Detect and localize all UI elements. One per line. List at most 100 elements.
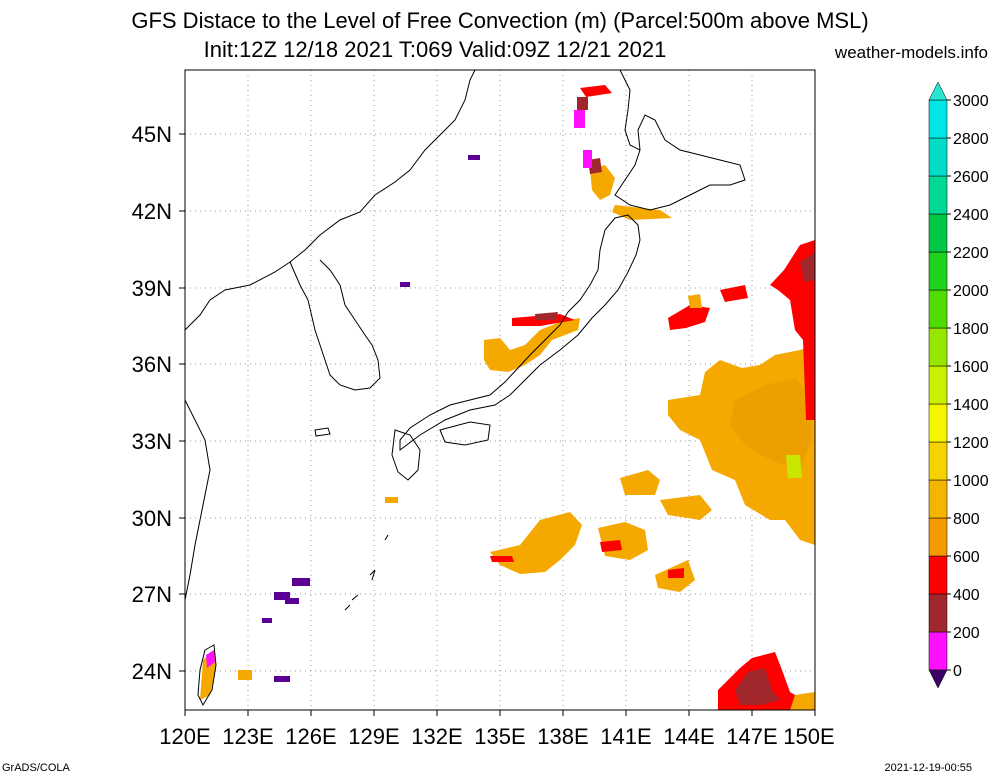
lon-labels: 120E 123E 126E 129E 132E 135E 138E 141E … (159, 724, 834, 749)
lon-label: 150E (783, 724, 834, 749)
lfc-area-sea-of-japan-brown (535, 312, 558, 320)
lfc-area-hokkaido (590, 165, 615, 200)
lon-label: 132E (411, 724, 462, 749)
lfc-speck-purple-2 (274, 592, 290, 600)
lon-label: 120E (159, 724, 210, 749)
colorbar-segment (928, 213, 948, 253)
coastline-ryukyu (344, 534, 389, 611)
colorbar-label: 2400 (953, 207, 989, 224)
colorbar-segment (928, 479, 948, 519)
colorbar-label: 2800 (953, 131, 989, 148)
colorbar-segment (928, 517, 948, 557)
footer-credit: GrADS/COLA (2, 762, 70, 774)
colorbar-label: 1400 (953, 397, 989, 414)
lfc-area-south-central (490, 512, 582, 574)
coastline-honshu (399, 214, 641, 451)
lfc-area-east-red-edge (770, 240, 815, 420)
lfc-area-orange-38n (688, 294, 702, 308)
lfc-area-east-brown (800, 252, 815, 282)
colorbar-label: 400 (953, 587, 980, 604)
colorbar-segment (928, 555, 948, 595)
colorbar-segment (928, 137, 948, 177)
lfc-speck-purple-1 (292, 578, 310, 586)
colorbar-segment (928, 441, 948, 481)
coastline-jeju (314, 427, 331, 437)
colorbar-label: 2600 (953, 169, 989, 186)
lon-label: 144E (663, 724, 714, 749)
lfc-area-24n-123e (238, 670, 252, 680)
site-label: weather-models.info (834, 43, 988, 62)
lfc-area-south-central-red (490, 556, 514, 562)
lat-axis (179, 133, 185, 672)
grid-lines (185, 70, 815, 710)
lon-label: 123E (222, 724, 273, 749)
colorbar-segment (928, 631, 948, 671)
colorbar-segment (928, 289, 948, 329)
coastline-shikoku (439, 421, 491, 446)
colorbar-segment (928, 593, 948, 633)
colorbar-label: 1600 (953, 359, 989, 376)
lfc-area-southeast-brown (735, 668, 780, 705)
lfc-area-30n-146e (660, 495, 712, 520)
lfc-area-yellow-patch (786, 455, 802, 478)
lfc-speck-purple-6 (400, 282, 410, 287)
lat-label: 36N (132, 352, 172, 377)
coastline-sakhalin (619, 70, 641, 151)
lfc-speck-purple-5 (274, 676, 290, 682)
colorbar-label: 200 (953, 625, 980, 642)
coastline-hokkaido (614, 114, 746, 211)
lon-label: 138E (537, 724, 588, 749)
colorbar-label: 1800 (953, 321, 989, 338)
coastlines (185, 70, 746, 707)
colorbar-label: 1200 (953, 435, 989, 452)
lon-label: 126E (285, 724, 336, 749)
lfc-area-kuril (612, 205, 672, 220)
lat-labels: 24N 27N 30N 33N 36N 39N 42N 45N (132, 122, 172, 684)
colorbar-below-arrow (928, 669, 948, 689)
colorbar-label: 600 (953, 549, 980, 566)
colorbar-segment (928, 251, 948, 291)
coastline-asia-mainland (185, 70, 476, 331)
lfc-area-sakhalin-magenta (574, 110, 585, 128)
colorbar-segment (928, 403, 948, 443)
lon-label: 141E (600, 724, 651, 749)
lon-label: 129E (348, 724, 399, 749)
colorbar-segment (928, 175, 948, 215)
colorbar-label: 3000 (953, 93, 989, 110)
lfc-area-east-pacific-dark (730, 378, 812, 470)
lfc-area-southeast-orange (790, 692, 815, 710)
colorbar-label: 2200 (953, 245, 989, 262)
lfc-area-31n-141e (620, 470, 660, 495)
lat-label: 33N (132, 429, 172, 454)
lat-label: 45N (132, 122, 172, 147)
lon-label: 135E (474, 724, 525, 749)
title-line-2: Init:12Z 12/18 2021 T:069 Valid:09Z 12/2… (0, 37, 1000, 63)
lat-label: 30N (132, 506, 172, 531)
lfc-area-31n-131e (385, 497, 398, 503)
colorbar-segment (928, 365, 948, 405)
lat-label: 24N (132, 659, 172, 684)
coastline-taiwan (197, 644, 217, 707)
lat-label: 27N (132, 582, 172, 607)
coastline-china-east (185, 399, 211, 601)
colorbar-label: 0 (953, 663, 962, 680)
title-line-2-text: Init:12Z 12/18 2021 T:069 Valid:09Z 12/2… (203, 37, 667, 62)
lon-label: 147E (726, 724, 777, 749)
lfc-speck-purple-4 (262, 618, 272, 623)
lfc-area-28n-140e (598, 522, 648, 560)
lfc-speck-purple-3 (285, 598, 299, 604)
lfc-area-red-39n (668, 305, 710, 330)
title-line-1: GFS Distace to the Level of Free Convect… (131, 8, 869, 33)
lfc-speck-purple-7 (468, 155, 480, 160)
colorbar-segment (928, 327, 948, 367)
colorbar-segment (928, 99, 948, 139)
colorbar: 0 200 400 600 800 1000 1200 1400 1600 1800 2000 220… (928, 81, 989, 689)
coastline-kyushu (391, 429, 421, 481)
lat-label: 39N (132, 276, 172, 301)
lfc-area-sakhalin-red (580, 85, 612, 97)
lfc-area-sakhalin-brown (577, 97, 588, 110)
colorbar-label: 2000 (953, 283, 989, 300)
colorbar-label: 800 (953, 511, 980, 528)
colorbar-label: 1000 (953, 473, 989, 490)
